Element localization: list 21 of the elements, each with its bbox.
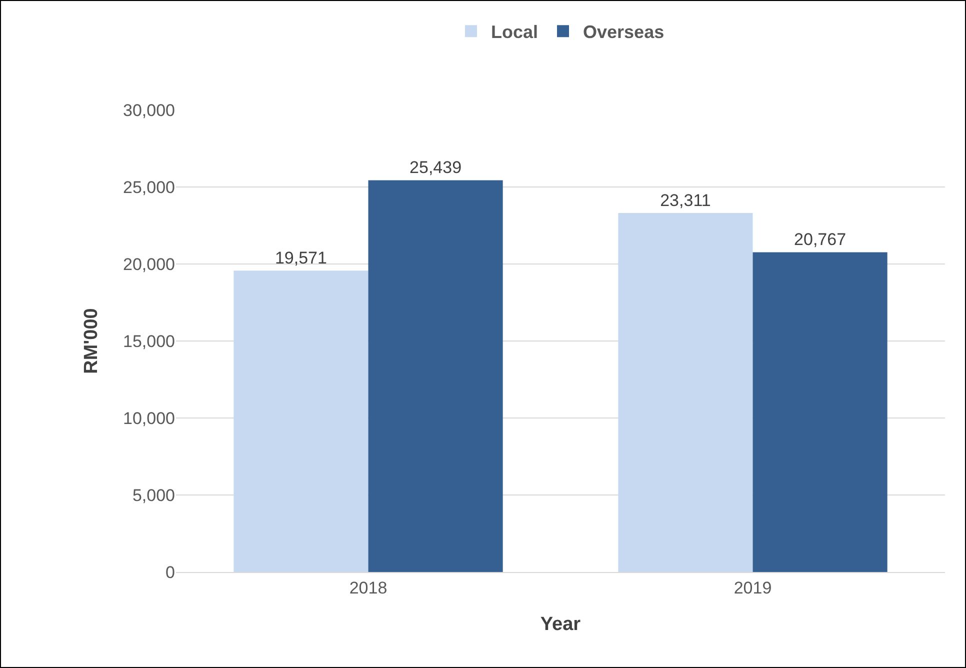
x-tick-label: 2018 [349,578,388,598]
y-tick-label: 20,000 [123,254,175,274]
bar [752,252,888,572]
legend-label: Local [491,22,538,42]
bar [234,270,368,572]
y-axis-title: RM'000 [80,308,102,374]
x-tick-label: 2019 [734,578,772,598]
data-label: 23,311 [660,191,711,210]
y-tick-label: 25,000 [123,178,175,197]
data-label: 19,571 [274,248,327,268]
x-axis-title: Year [540,614,582,636]
y-tick-label: 30,000 [123,100,175,120]
bar [368,180,503,572]
y-tick-label: 0 [166,562,175,582]
data-label: 25,439 [410,158,462,178]
bar [618,213,753,572]
data-label: 20,767 [794,230,846,250]
y-tick-label: 10,000 [123,408,175,428]
y-tick-label: 5,000 [132,486,175,505]
y-tick-label: 15,000 [123,332,175,351]
legend-label: Overseas [583,22,664,42]
